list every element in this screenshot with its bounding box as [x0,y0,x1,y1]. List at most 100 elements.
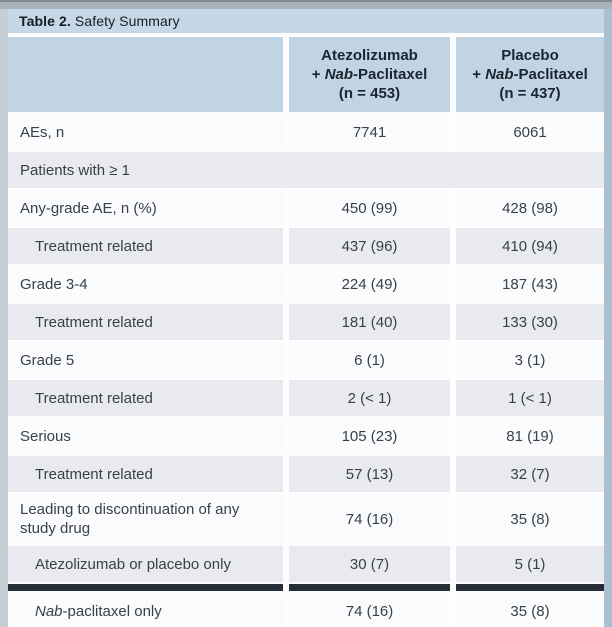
value-placebo: 1 (< 1) [456,380,604,416]
value-atezolizumab: 7741 [289,114,450,150]
header-line: (n = 453) [339,84,400,103]
row-label-text: Atezolizumab or placebo only [35,555,231,574]
label-segment: Any-grade AE, n (%) [20,199,157,217]
label-segment: -Paclitaxel [513,66,588,83]
row-label: Treatment related [8,380,283,416]
row-label: Atezolizumab or placebo only [8,546,283,582]
row-label: Grade 5 [8,342,283,378]
table-row: Treatment related 181 (40) 133 (30) [8,304,604,340]
label-segment: Treatment related [35,389,153,407]
table-row: Serious 105 (23) 81 (19) [8,418,604,454]
label-segment: + [472,66,486,83]
divider-segment [289,584,450,591]
table-row: AEs, n 7741 6061 [8,114,604,150]
value-atezolizumab: 224 (49) [289,266,450,302]
table-row: Treatment related 437 (96) 410 (94) [8,228,604,264]
row-label-text: Grade 3-4 [20,275,88,294]
table-row: Grade 3-4 224 (49) 187 (43) [8,266,604,302]
value-placebo: 32 (7) [456,456,604,492]
safety-summary-table: Atezolizumab + Nab-Paclitaxel (n = 453) Pl… [8,37,604,627]
divider-segment [8,584,283,591]
table-bottom-divider-bar [8,584,604,591]
header-line: (n = 437) [499,84,560,103]
label-italic-segment: Nab [324,66,354,83]
label-segment: AEs, n [20,123,65,141]
row-label: Grade 3-4 [8,266,283,302]
header-line: Atezolizumab [321,46,418,65]
divider-segment [456,584,604,591]
value-atezolizumab: 6 (1) [289,342,450,378]
frame-middle: Table 2. Safety Summary Atezolizumab + Na… [0,9,612,627]
value-atezolizumab: 2 (< 1) [289,380,450,416]
row-label-text: Leading to discontinuation of any study … [20,500,275,538]
value-placebo: 5 (1) [456,546,604,582]
value-atezolizumab: 105 (23) [289,418,450,454]
value-atezolizumab: 30 (7) [289,546,450,582]
column-header-atezolizumab: Atezolizumab + Nab-Paclitaxel (n = 453) [289,37,450,112]
table-title-text: Safety Summary [74,13,180,29]
table-title-prefix: Table 2. [19,13,71,29]
row-label-text: Treatment related [35,389,153,408]
table-row: Leading to discontinuation of any study … [8,494,604,544]
table-header-row: Atezolizumab + Nab-Paclitaxel (n = 453) Pl… [8,37,604,112]
row-label-text: Treatment related [35,465,153,484]
value-placebo: 35 (8) [456,494,604,544]
row-label: Patients with ≥ 1 [8,152,604,188]
row-label-text: Grade 5 [20,351,74,370]
label-segment: Leading to discontinuation of any study … [20,501,240,537]
table-row: Treatment related 2 (< 1) 1 (< 1) [8,380,604,416]
table-row: Nab-paclitaxel only 74 (16) 35 (8) [8,593,604,627]
value-atezolizumab: 181 (40) [289,304,450,340]
value-placebo: 35 (8) [456,593,604,627]
label-segment: Treatment related [35,237,153,255]
row-label: Any-grade AE, n (%) [8,190,283,226]
label-segment: Patients with ≥ 1 [20,161,130,179]
value-placebo: 3 (1) [456,342,604,378]
label-segment: (n = 437) [499,85,561,102]
column-header-placebo: Placebo + Nab-Paclitaxel (n = 437) [456,37,604,112]
value-placebo: 133 (30) [456,304,604,340]
right-frame-strip [604,9,612,627]
table-row: Grade 5 6 (1) 3 (1) [8,342,604,378]
label-segment: Treatment related [35,465,153,483]
left-frame-strip [0,9,8,627]
value-placebo: 6061 [456,114,604,150]
table-row: Treatment related 57 (13) 32 (7) [8,456,604,492]
top-frame-strip [0,0,612,9]
row-label: Treatment related [8,228,283,264]
header-line: + Nab-Paclitaxel [312,65,428,84]
column-header-empty [8,37,283,112]
row-label: Serious [8,418,283,454]
value-placebo: 428 (98) [456,190,604,226]
table-title-bar: Table 2. Safety Summary [8,9,604,33]
value-placebo: 410 (94) [456,228,604,264]
table-panel: Table 2. Safety Summary Atezolizumab + Na… [8,9,604,627]
header-line: Placebo [501,46,559,65]
row-label: AEs, n [8,114,283,150]
row-label-text: AEs, n [20,123,64,142]
label-segment: -paclitaxel only [62,602,162,620]
row-label-text: Serious [20,427,71,446]
row-label-text: Any-grade AE, n (%) [20,199,157,218]
row-label-text: Patients with ≥ 1 [20,161,130,180]
label-italic-segment: Nab [485,66,514,83]
label-segment: Atezolizumab or placebo only [35,555,231,573]
value-placebo: 187 (43) [456,266,604,302]
value-atezolizumab: 74 (16) [289,593,450,627]
header-line: + Nab-Paclitaxel [472,65,588,84]
value-atezolizumab: 57 (13) [289,456,450,492]
label-segment: Serious [20,427,71,445]
label-segment: Treatment related [35,313,153,331]
label-segment: Atezolizumab [321,47,418,64]
row-label: Treatment related [8,456,283,492]
label-segment: (n = 453) [338,85,401,102]
label-italic-segment: Nab [35,602,63,620]
table-row: Any-grade AE, n (%) 450 (99) 428 (98) [8,190,604,226]
value-atezolizumab: 74 (16) [289,494,450,544]
row-label: Treatment related [8,304,283,340]
section-row: Patients with ≥ 1 [8,152,604,188]
label-segment: -Paclitaxel [353,66,428,83]
row-label: Leading to discontinuation of any study … [8,494,283,544]
label-segment: Placebo [501,47,559,64]
